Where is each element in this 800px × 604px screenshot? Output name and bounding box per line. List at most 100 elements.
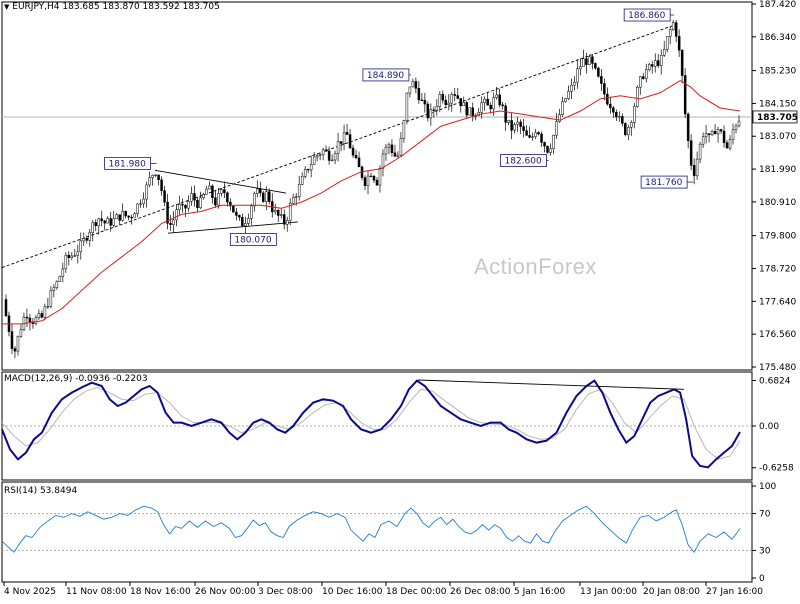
symbol-header: ▼ EURJPY,H4 183.685 183.870 183.592 183.… (4, 2, 220, 12)
candle-body (375, 179, 379, 186)
main-y-tick-label: 179.800 (759, 232, 796, 242)
x-tick-label: 18 Dec 00:00 (386, 587, 447, 597)
candle-body (268, 191, 271, 202)
candle-body (217, 193, 220, 206)
candle-body (468, 107, 471, 116)
candle-body (525, 130, 528, 136)
candle-body (277, 210, 280, 216)
candle-body (555, 121, 558, 136)
candle-body (372, 175, 376, 181)
candle-body (112, 218, 115, 226)
symbol-dropdown-icon[interactable]: ▼ (4, 3, 10, 11)
candle-body (624, 123, 627, 136)
candle-body (558, 114, 561, 122)
candle-body (656, 60, 660, 66)
annotation-box (229, 233, 277, 246)
candle-body (169, 223, 172, 225)
candle-body (279, 214, 283, 216)
candle-body (540, 133, 543, 143)
main-y-tick-label: 186.340 (759, 33, 796, 43)
candle-body (411, 81, 415, 88)
candle-body (462, 102, 465, 107)
candle-body (100, 218, 103, 222)
candle-body (52, 287, 56, 291)
candle-body (668, 29, 672, 37)
candles-group (4, 19, 741, 359)
candle-body (82, 238, 86, 242)
candle-body (441, 94, 445, 101)
candle-body (486, 98, 489, 106)
candle-body (172, 219, 175, 225)
candle-body (64, 254, 68, 270)
candle-body (405, 92, 409, 121)
candle-body (402, 120, 406, 139)
candle-body (725, 142, 729, 149)
candle-body (671, 22, 675, 30)
main-y-tick-label: 184.150 (759, 99, 796, 109)
candle-body (312, 156, 316, 165)
candle-body (145, 184, 148, 200)
candle-body (241, 216, 244, 227)
candle-body (423, 100, 427, 105)
candle-body (357, 157, 361, 168)
main-y-tick-label: 180.910 (759, 198, 796, 208)
candle-body (109, 218, 112, 226)
candle-body (300, 176, 304, 185)
candle-body (549, 148, 552, 153)
candle-body (291, 196, 295, 204)
candle-body (534, 132, 537, 137)
candle-body (695, 158, 699, 177)
candle-body (450, 94, 454, 104)
candle-body (615, 112, 618, 118)
main-y-tick-label: 175.480 (759, 363, 796, 373)
candle-body (85, 238, 89, 241)
rsi-line (1, 505, 741, 554)
candle-body (432, 109, 436, 111)
candle-body (435, 106, 439, 111)
candle-body (303, 168, 307, 177)
candle-body (97, 218, 100, 226)
candle-body (606, 93, 609, 105)
candle-body (73, 255, 77, 257)
candle-body (731, 129, 735, 140)
x-tick-label: 26 Dec 08:00 (450, 587, 511, 597)
current-price-box (752, 110, 798, 124)
candle-body (297, 184, 301, 197)
rsi-header: RSI(14) 53.8494 (4, 486, 78, 496)
candle-body (124, 210, 127, 217)
candle-body (480, 102, 483, 113)
candle-body (639, 76, 642, 88)
candle-body (247, 218, 250, 224)
candle-body (339, 141, 343, 144)
candle-body (588, 56, 591, 65)
main-y-tick-label: 178.720 (759, 264, 796, 274)
candle-body (528, 135, 531, 138)
candle-body (677, 36, 681, 51)
candle-body (504, 105, 507, 123)
candle-body (282, 214, 286, 225)
candle-body (686, 113, 690, 141)
x-tick-label: 26 Nov 00:00 (195, 587, 256, 597)
candle-body (34, 317, 38, 325)
main-pane-frame (1, 1, 753, 371)
candle-body (543, 142, 546, 147)
candle-body (178, 203, 181, 210)
candle-body (40, 313, 44, 318)
candle-body (259, 188, 262, 194)
macd-y-tick-label: 0.6824 (759, 377, 791, 387)
watermark: ActionForex (474, 254, 597, 279)
candle-body (585, 58, 588, 65)
candle-body (510, 120, 513, 131)
x-tick-label: 3 Dec 08:00 (258, 587, 313, 597)
candle-body (564, 98, 567, 102)
annotation-box (362, 68, 410, 82)
candle-body (202, 194, 205, 199)
candle-body (522, 126, 525, 131)
candle-body (393, 152, 397, 157)
candle-body (704, 133, 708, 138)
candle-body (330, 159, 334, 162)
candle-body (10, 331, 14, 349)
candle-body (223, 189, 226, 194)
candle-body (426, 103, 430, 119)
